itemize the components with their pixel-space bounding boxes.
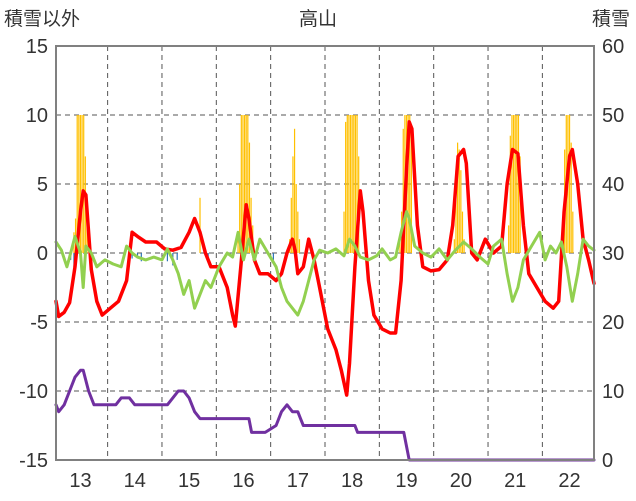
right-tick-label: 60: [602, 36, 624, 58]
left-tick-label: -10: [19, 381, 48, 403]
left-tick-label: 0: [37, 243, 48, 265]
bar: [242, 115, 244, 253]
bar: [295, 184, 297, 253]
bar: [83, 115, 85, 253]
right-tick-label: 0: [602, 450, 613, 472]
bar: [455, 170, 457, 253]
x-tick-label: 13: [69, 470, 91, 492]
bar: [290, 197, 292, 253]
bar: [248, 142, 251, 253]
bar: [292, 156, 294, 253]
bar: [511, 115, 513, 253]
x-tick-label: 18: [341, 470, 363, 492]
bar: [456, 142, 459, 253]
x-tick-label: 15: [178, 470, 200, 492]
right-tick-label: 30: [602, 243, 624, 265]
x-tick-label: 20: [450, 470, 472, 492]
x-tick-label: 14: [124, 470, 146, 492]
x-tick-label: 17: [287, 470, 309, 492]
series-line-purple: [54, 368, 596, 462]
bar: [572, 211, 574, 253]
plot-frame: [55, 45, 595, 461]
bar: [293, 128, 296, 253]
bar: [353, 115, 355, 253]
left-axis-ticks: 15 10 5 0 -5 -10 -15: [19, 36, 48, 472]
bar: [298, 239, 301, 253]
left-tick-label: -15: [19, 450, 48, 472]
bar: [407, 115, 409, 253]
bar: [239, 184, 241, 253]
bar: [81, 115, 83, 253]
bar: [199, 197, 201, 253]
bar: [297, 211, 299, 253]
bar: [509, 135, 511, 253]
x-axis-ticks: 13 14 15 16 17 18 19 20 21 22: [69, 470, 580, 492]
bar: [79, 115, 82, 253]
bar: [166, 253, 169, 262]
bar: [348, 115, 350, 253]
bar: [570, 142, 572, 253]
x-tick-label: 22: [558, 470, 580, 492]
bar: [131, 253, 133, 259]
bar: [453, 239, 455, 253]
left-axis-title: 積雪以外: [4, 8, 80, 30]
bar: [78, 115, 80, 253]
right-axis-ticks: 60 50 40 30 20 10 0: [602, 36, 624, 472]
bar: [346, 115, 348, 253]
x-tick-label: 19: [395, 470, 417, 492]
bar: [410, 128, 413, 253]
bar: [343, 211, 345, 253]
right-tick-label: 50: [602, 105, 624, 127]
bar: [508, 225, 510, 253]
bar: [247, 115, 249, 253]
bar: [354, 115, 357, 253]
series-line-green: [54, 210, 596, 317]
right-tick-label: 40: [602, 174, 624, 196]
bar: [463, 239, 465, 253]
right-tick-label: 20: [602, 312, 624, 334]
bar: [409, 115, 411, 253]
bar: [458, 149, 460, 253]
bar: [237, 239, 239, 253]
bar: [349, 115, 352, 253]
bar: [240, 115, 242, 253]
bar: [272, 253, 274, 262]
series-line-red: [54, 120, 596, 397]
bar: [517, 115, 520, 253]
right-axis-title: 積雪: [592, 8, 630, 30]
x-tick-label: 16: [232, 470, 254, 492]
left-tick-label: 15: [26, 36, 48, 58]
bar: [516, 115, 518, 253]
right-tick-label: 10: [602, 381, 624, 403]
bar: [245, 115, 247, 253]
x-tick-label: 21: [504, 470, 526, 492]
bar: [356, 115, 358, 253]
left-tick-label: -5: [30, 312, 48, 334]
bar: [512, 115, 515, 253]
left-tick-label: 5: [37, 174, 48, 196]
bar: [76, 115, 78, 253]
bar: [568, 115, 571, 253]
bar: [402, 128, 404, 253]
bar: [514, 115, 516, 253]
bar: [461, 211, 464, 253]
bar: [460, 170, 462, 253]
bar: [345, 121, 347, 254]
bar: [399, 239, 401, 253]
chart-title: 高山: [299, 8, 337, 30]
bar: [243, 115, 246, 253]
bar: [351, 115, 353, 253]
left-tick-label: 10: [26, 105, 48, 127]
line-series: [54, 120, 596, 462]
bar: [176, 253, 178, 260]
